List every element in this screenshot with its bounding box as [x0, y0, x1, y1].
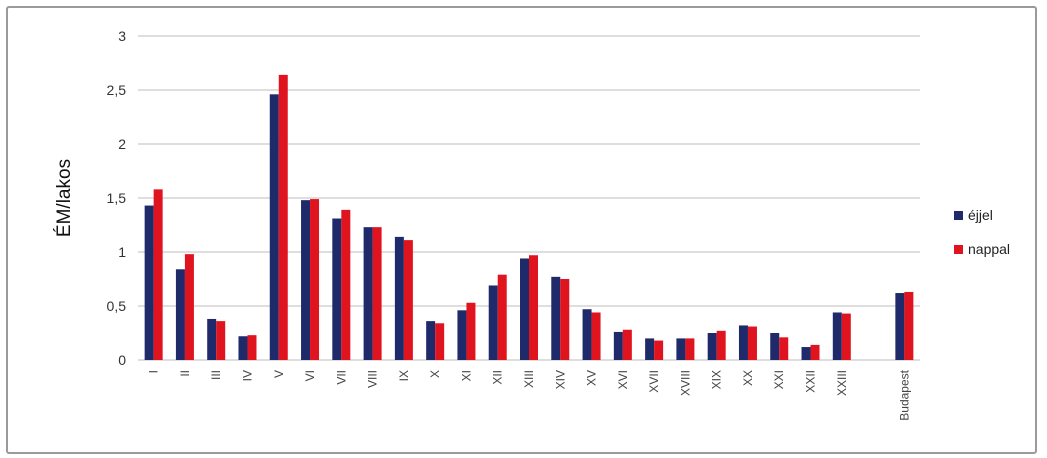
bar-ejjel — [394, 236, 404, 360]
x-tick-label: XXIII — [835, 370, 849, 396]
bar-nappal — [685, 338, 695, 360]
x-axis-categories: I II III IV V VI VII VIII IX X XI XII XIII XIV XV XVI XV… — [147, 369, 912, 420]
x-tick-label: XII — [491, 370, 505, 385]
bar-ejjel — [363, 227, 373, 360]
x-tick-label: XVII — [647, 370, 661, 393]
x-tick-label: IX — [397, 370, 411, 381]
bar-ejjel — [645, 338, 655, 360]
bar-nappal — [654, 340, 664, 360]
x-tick-label: VI — [303, 370, 317, 381]
bar-ejjel — [488, 285, 498, 360]
bar-ejjel — [301, 200, 311, 360]
y-tick-label: 3 — [118, 28, 126, 44]
legend-swatch — [954, 245, 963, 254]
bar-ejjel — [707, 333, 717, 360]
y-tick-label: 0,5 — [107, 298, 127, 314]
x-tick-label: XV — [585, 370, 599, 386]
bar-ejjel — [738, 325, 748, 360]
x-tick-label: III — [209, 370, 223, 380]
x-tick-label: XI — [459, 370, 473, 381]
bar-nappal — [904, 291, 914, 360]
x-tick-label: V — [272, 370, 286, 378]
bar-nappal — [310, 199, 320, 360]
y-axis-label: ÉM/lakos — [54, 159, 75, 237]
bar-ejjel — [520, 258, 529, 360]
x-tick-label: XVIII — [678, 370, 692, 396]
bar-nappal — [560, 279, 570, 360]
y-tick-label: 2,5 — [107, 82, 127, 98]
bar-ejjel — [832, 312, 842, 360]
legend-label: nappal — [968, 241, 1010, 257]
x-tick-label: XXII — [804, 370, 818, 393]
bar-nappal — [216, 321, 226, 360]
legend: éjjel nappal — [954, 207, 1010, 257]
bar-nappal — [372, 227, 382, 360]
chart-frame — [6, 6, 1037, 454]
bar-ejjel — [895, 293, 905, 360]
bar-nappal — [591, 312, 601, 360]
bar-nappal — [716, 330, 726, 360]
bar-nappal — [622, 329, 632, 360]
bar-nappal — [403, 240, 413, 360]
x-tick-label: I — [147, 370, 161, 373]
bar-nappal — [153, 189, 163, 360]
bar-nappal — [466, 302, 476, 360]
bar-ejjel — [613, 331, 623, 360]
x-tick-label: XIII — [522, 370, 536, 388]
x-tick-label: Budapest — [897, 369, 911, 420]
bar-nappal — [341, 209, 351, 360]
y-tick-label: 1,5 — [107, 190, 127, 206]
y-axis-ticks: 0 0,5 1 1,5 2 2,5 3 — [107, 28, 127, 368]
bar-nappal — [247, 335, 257, 360]
x-tick-label: VII — [334, 370, 348, 385]
x-tick-label: XX — [741, 370, 755, 386]
bar-nappal — [497, 274, 507, 360]
bar-nappal — [529, 255, 538, 360]
gridlines — [138, 35, 920, 361]
y-tick-label: 0 — [118, 352, 126, 368]
bar-ejjel — [175, 269, 185, 360]
bar-nappal — [779, 337, 789, 360]
legend-label: éjjel — [968, 207, 993, 223]
bar-ejjel — [801, 347, 811, 360]
bar-nappal — [184, 254, 194, 360]
y-tick-label: 1 — [118, 244, 126, 260]
bar-nappal — [278, 74, 288, 360]
bar-ejjel — [457, 310, 467, 360]
bar-ejjel — [238, 336, 248, 360]
x-tick-label: XIV — [553, 370, 567, 389]
bar-ejjel — [207, 318, 217, 360]
x-tick-label: VIII — [366, 370, 380, 388]
legend-swatch — [954, 211, 963, 220]
bar-ejjel — [551, 276, 561, 360]
bar-ejjel — [676, 338, 686, 360]
bars — [144, 74, 914, 360]
x-tick-label: II — [178, 370, 192, 377]
x-tick-label: XIX — [710, 370, 724, 389]
x-tick-label: IV — [240, 370, 254, 381]
bar-ejjel — [269, 94, 279, 360]
bar-nappal — [435, 323, 445, 360]
bar-nappal — [841, 313, 851, 360]
x-tick-label: XVI — [616, 370, 630, 389]
bar-ejjel — [426, 321, 436, 360]
bar-nappal — [810, 344, 820, 360]
bar-ejjel — [770, 333, 780, 360]
bar-ejjel — [144, 205, 154, 360]
bar-ejjel — [582, 309, 592, 360]
bar-ejjel — [332, 218, 342, 360]
x-tick-label: X — [428, 370, 442, 378]
y-tick-label: 2 — [118, 136, 126, 152]
bar-nappal — [747, 326, 757, 360]
x-tick-label: XXI — [772, 370, 786, 389]
